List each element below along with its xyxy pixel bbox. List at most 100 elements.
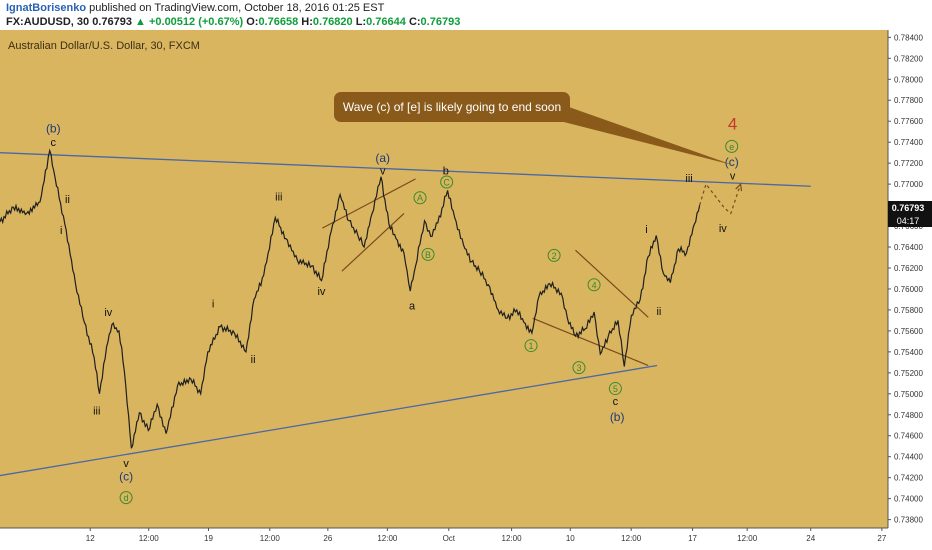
- wave-label-degree: 4: [728, 114, 737, 133]
- close-value: 0.76793: [420, 16, 461, 28]
- y-tick-label: 0.77000: [894, 180, 923, 189]
- x-tick-label: 12:00: [377, 534, 398, 543]
- x-tick-label: 24: [806, 534, 815, 543]
- wave-label: e: [729, 142, 734, 152]
- channel-line: [322, 178, 416, 229]
- wave-label-minor: a: [409, 301, 416, 313]
- wave-label-minor: iv: [719, 223, 727, 235]
- x-tick-label: Oct: [443, 534, 456, 543]
- y-tick-label: 0.75000: [894, 390, 923, 399]
- low-label: L:: [355, 16, 367, 28]
- y-tick-label: 0.77800: [894, 96, 923, 105]
- wave-label-intermediate: (c): [119, 470, 133, 484]
- y-tick-label: 0.76400: [894, 243, 923, 252]
- wave-label: 5: [613, 384, 618, 394]
- wave-label-minor: iii: [93, 406, 100, 418]
- price-chart[interactable]: 0.78400 0.78200 0.78000 0.77800 0.77600 0.774…: [0, 30, 932, 550]
- legend-title: Australian Dollar/U.S. Dollar, 30, FXCM: [8, 40, 200, 52]
- wave-label: A: [417, 193, 423, 203]
- y-tick-label: 0.75400: [894, 348, 923, 357]
- y-tick-label: 0.77600: [894, 117, 923, 126]
- wave-label-minor: v: [123, 458, 129, 470]
- trendline-upper: [0, 152, 811, 187]
- y-tick-label: 0.78400: [894, 33, 923, 42]
- channel-line: [341, 213, 405, 272]
- x-tick-labels: 12 12:00 19 12:00 26 12:00 Oct 12:00 10 12:00 17 12…: [86, 528, 887, 543]
- wave-label-minor: i: [60, 225, 62, 237]
- change-value: +0.00512 (+0.67%): [148, 16, 244, 28]
- wave-label-minor: ii: [656, 306, 661, 318]
- trendlines: [0, 152, 811, 477]
- x-tick-label: 19: [204, 534, 213, 543]
- wave-label: 4: [592, 280, 597, 290]
- wave-label-minor: v: [380, 165, 386, 177]
- projection-arrow-icon: [735, 182, 743, 192]
- wave-label-circle: [608, 382, 622, 396]
- wave-label-minor: i: [645, 224, 647, 236]
- x-tick-label: 10: [566, 534, 575, 543]
- open-value: 0.76658: [258, 16, 299, 28]
- y-tick-label: 0.75600: [894, 327, 923, 336]
- low-value: 0.76644: [366, 16, 406, 28]
- price-tag-box: [888, 201, 932, 214]
- wave-label-circle: [524, 339, 538, 353]
- published-text: published on TradingView.com, October 18…: [89, 2, 385, 14]
- y-tick-label: 0.78200: [894, 54, 923, 63]
- wave-label: B: [425, 250, 431, 260]
- x-tick-label: 12:00: [737, 534, 758, 543]
- wave-label-circle: [119, 491, 133, 505]
- y-tick-label: 0.74200: [894, 474, 923, 483]
- countdown-tag-box: [888, 214, 932, 227]
- wave-label-intermediate: (b): [46, 122, 61, 136]
- y-tick-label: 0.73800: [894, 516, 923, 525]
- wave-label-minor: iv: [104, 307, 112, 319]
- callout-box: [334, 92, 570, 122]
- change-up-icon: ▲: [135, 16, 146, 28]
- wave-label-minor: ii: [251, 354, 256, 366]
- symbol-label: FX:AUDUSD, 30: [6, 16, 90, 28]
- y-tick-label: 0.74000: [894, 495, 923, 504]
- wave-label-circle: [413, 191, 427, 205]
- close-label: C:: [408, 16, 421, 28]
- y-tick-label: 0.77200: [894, 159, 923, 168]
- wave-label-circle: [421, 247, 435, 261]
- x-tick-label: 12:00: [260, 534, 281, 543]
- x-tick-label: 27: [877, 534, 886, 543]
- y-tick-label: 0.77400: [894, 138, 923, 147]
- wave-label-circle: [572, 361, 586, 375]
- wave-label-minor: iv: [317, 286, 325, 298]
- y-tick-label: 0.78000: [894, 75, 923, 84]
- wave-label-minor: c: [51, 137, 57, 149]
- author-link[interactable]: IgnatBorisenko: [6, 2, 87, 14]
- wave-label-minor: b: [443, 165, 449, 177]
- wave-label: C: [443, 178, 450, 188]
- x-tick-label: 12:00: [139, 534, 160, 543]
- last-price-tag: 0.76793 04:17: [888, 201, 932, 227]
- wave-label: d: [124, 493, 129, 503]
- x-tick-label: 12:00: [502, 534, 523, 543]
- time-axis[interactable]: [0, 528, 888, 550]
- trendline-lower: [0, 364, 658, 477]
- last-price: 0.76793: [92, 16, 132, 28]
- x-tick-label: 12:00: [621, 534, 642, 543]
- wave-labels: (b)ciiiiviiiv(c)diiiiiiiv(a)vABabC12435c…: [46, 114, 739, 505]
- price-series: [0, 148, 701, 449]
- ohlc-line: FX:AUDUSD, 30 0.76793 ▲ +0.00512 (+0.67%…: [6, 16, 460, 28]
- callout-pointer: [548, 106, 734, 166]
- wave-label-minor: v: [730, 171, 736, 183]
- high-label: H:: [301, 16, 313, 28]
- wave-label: 3: [576, 363, 581, 373]
- wave-label-circle: [587, 278, 601, 292]
- x-tick-label: 17: [688, 534, 697, 543]
- wave-label-circle: [725, 139, 739, 153]
- price-axis[interactable]: [888, 30, 932, 550]
- y-tick-label: 0.75200: [894, 369, 923, 378]
- callout[interactable]: Wave (c) of [e] is likely going to end s…: [334, 92, 734, 166]
- wave-label-minor: i: [212, 299, 214, 311]
- publish-line: IgnatBorisenko published on TradingView.…: [6, 2, 384, 14]
- wave-label-circle: [440, 175, 454, 189]
- x-tick-label: 26: [323, 534, 332, 543]
- y-tick-label: 0.76200: [894, 264, 923, 273]
- wave-label-minor: iii: [275, 192, 282, 204]
